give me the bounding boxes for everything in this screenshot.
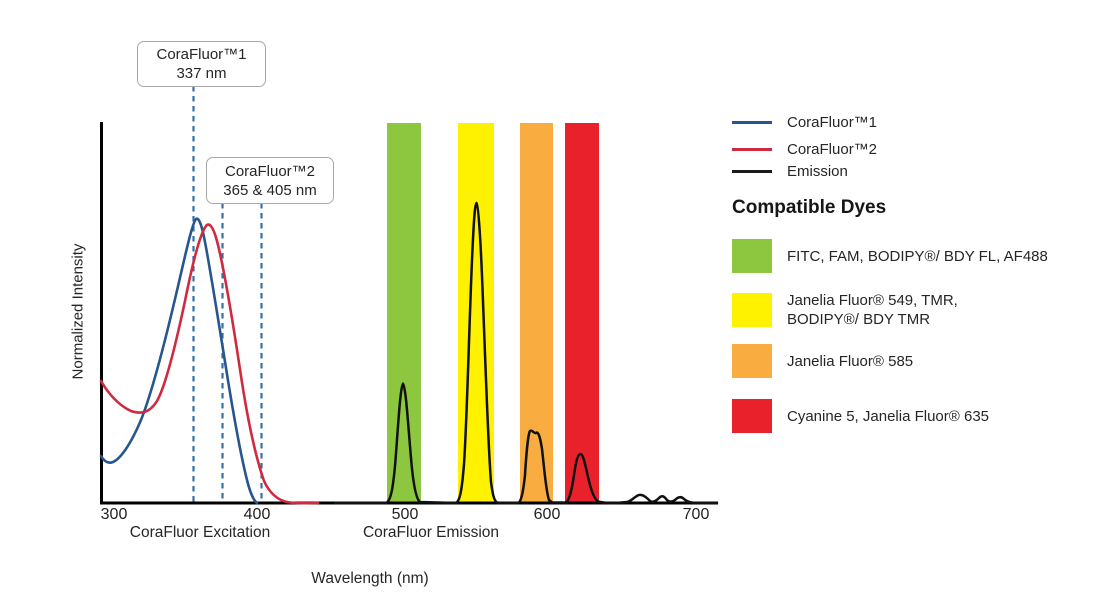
excitation-curve-corafluor1: [99, 217, 259, 505]
callout1-name: CoraFluor™1: [156, 46, 247, 63]
callout1-wavelength: 337 nm: [176, 65, 227, 82]
excitation-section-label: CoraFluor Excitation: [129, 524, 271, 541]
dye-label-green: FITC, FAM, BODIPY®/ BDY FL, AF488: [787, 247, 1048, 265]
x-axis-label: Wavelength (nm): [311, 570, 429, 587]
legend-line-red-icon: [732, 147, 772, 151]
green-swatch-icon: [732, 239, 772, 273]
x-tick-700: 700: [682, 506, 710, 523]
dye-row-orange: Janelia Fluor® 585: [732, 344, 913, 378]
compatible-dyes-heading: Compatible Dyes: [732, 197, 887, 218]
legend-label-emission: Emission: [787, 162, 848, 180]
dye-label-orange: Janelia Fluor® 585: [787, 352, 914, 370]
x-tick-500: 500: [391, 506, 419, 523]
orange-swatch-icon: [732, 344, 772, 378]
legend-label-corafluor1: CoraFluor™1: [787, 113, 878, 131]
excitation-curve-corafluor2: [99, 223, 320, 505]
legend-line-black-icon: [732, 169, 772, 173]
legend-item-emission: Emission: [732, 161, 848, 181]
legend-item-corafluor1: CoraFluor™1: [732, 112, 877, 132]
dye-row-yellow: Janelia Fluor® 549, TMR, BODIPY®/ BDY TM…: [732, 291, 958, 329]
legend-label-corafluor2: CoraFluor™2: [787, 140, 878, 158]
band-red-cy5: [565, 123, 599, 503]
x-tick-600: 600: [533, 506, 561, 523]
legend-line-blue-icon: [732, 120, 772, 124]
callout-corafluor1-337nm: CoraFluor™1 337 nm: [137, 41, 266, 87]
band-green-fitc: [387, 123, 421, 503]
dye-label-yellow: Janelia Fluor® 549, TMR, BODIPY®/ BDY TM…: [787, 292, 958, 328]
x-tick-300: 300: [100, 506, 128, 523]
band-orange-jf585: [520, 123, 553, 503]
dye-row-red: Cyanine 5, Janelia Fluor® 635: [732, 399, 989, 433]
emission-section-label: CoraFluor Emission: [362, 524, 500, 541]
red-swatch-icon: [732, 399, 772, 433]
emission-curve: [333, 201, 719, 505]
yellow-swatch-icon: [732, 293, 772, 327]
y-axis-label: Normalized Intensity: [69, 243, 87, 380]
x-tick-400: 400: [243, 506, 271, 523]
callout2-wavelength: 365 & 405 nm: [223, 181, 317, 199]
legend-item-corafluor2: CoraFluor™2: [732, 139, 877, 159]
callout-corafluor2-365-405nm: CoraFluor™2 365 & 405 nm: [206, 157, 334, 204]
dye-row-green: FITC, FAM, BODIPY®/ BDY FL, AF488: [732, 239, 1048, 273]
callout2-name: CoraFluor™2: [224, 162, 316, 180]
dye-label-red: Cyanine 5, Janelia Fluor® 635: [787, 407, 990, 425]
